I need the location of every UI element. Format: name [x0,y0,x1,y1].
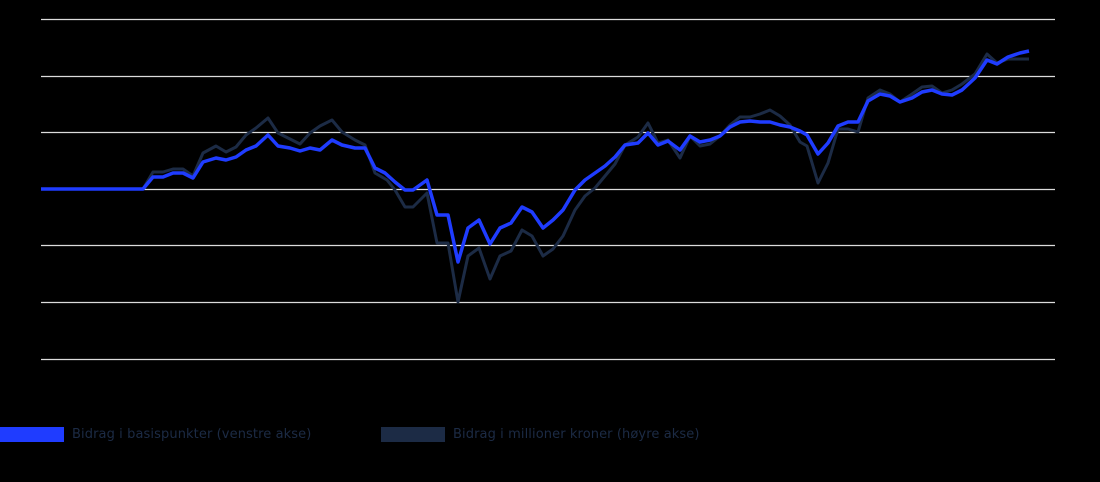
legend-item-basispunkter: Bidrag i basispunkter (venstre akse) [0,426,311,442]
series-line-basispunkter [41,49,1030,264]
line-chart [41,18,1055,361]
legend-label: Bidrag i millioner kroner (høyre akse) [453,426,700,442]
legend-label: Bidrag i basispunkter (venstre akse) [72,426,312,442]
legend-item-millioner-kroner: Bidrag i millioner kroner (høyre akse) [381,426,700,442]
series-line-millioner-kroner [41,52,1029,304]
gridlines [41,18,1055,361]
legend-swatch-blue [0,426,64,442]
legend-swatch-dark [381,426,445,442]
